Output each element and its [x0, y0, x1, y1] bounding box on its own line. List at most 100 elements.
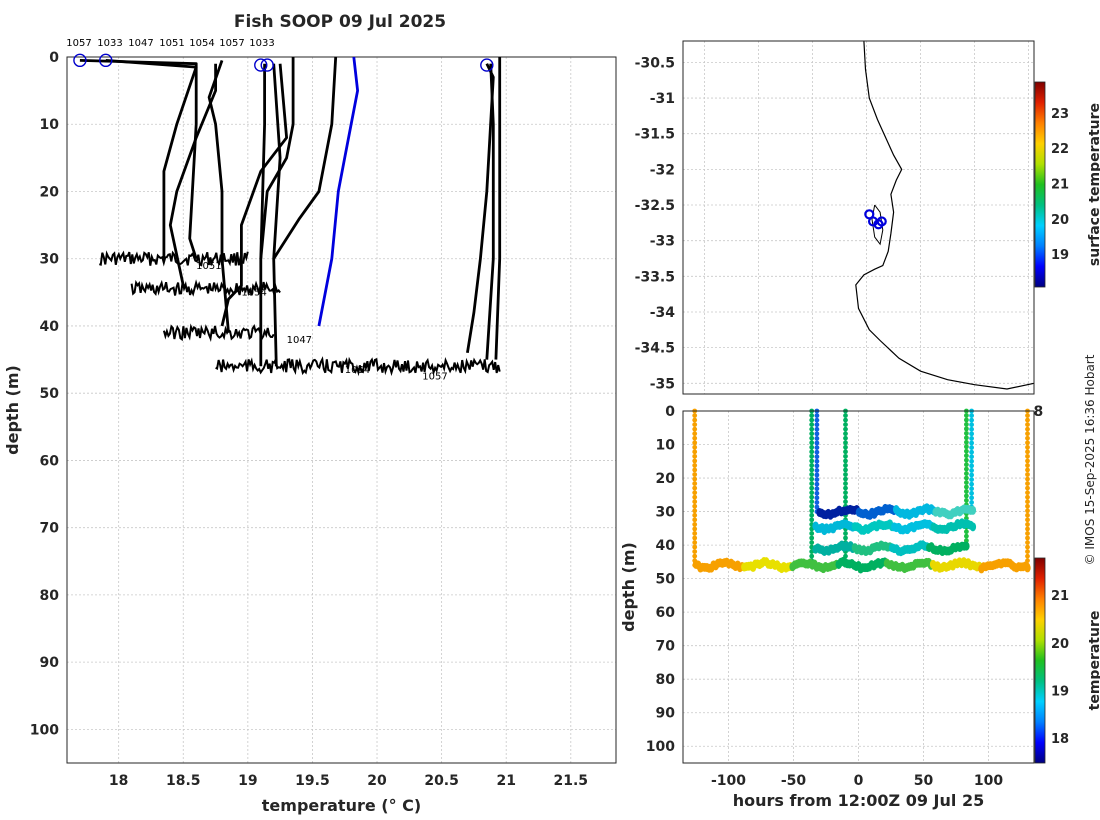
x-tick-label: 19: [238, 773, 257, 789]
section-dot: [814, 417, 820, 423]
section-y-tick-label: 0: [665, 404, 675, 420]
section-dot: [809, 494, 815, 500]
section-dot: [1025, 422, 1030, 428]
section-band-dot: [969, 522, 977, 532]
section-dot: [809, 413, 815, 418]
section-dot: [809, 499, 815, 505]
section-dot: [969, 413, 974, 418]
timeseries-panel: -100 -50 0 50 100 0 10 20 30 40 50 60 70 80 90 100 hours…: [619, 397, 1100, 810]
section-dot: [969, 486, 974, 492]
bottom-noise-band: [99, 250, 249, 267]
section-dot: [692, 517, 698, 523]
temperature-colorbar-tick-label: 20: [1051, 637, 1069, 652]
section-dot: [1025, 508, 1030, 514]
section-dot: [692, 413, 698, 418]
cast-id-label: 1057: [66, 38, 91, 49]
section-dot: [809, 476, 815, 482]
section-x-tick-label: -100: [711, 773, 746, 789]
surface-marker: [480, 58, 494, 72]
section-dot: [964, 462, 969, 468]
section-dot: [1025, 503, 1030, 509]
section-dot: [964, 489, 969, 494]
section-dot: [809, 431, 815, 437]
map-panel: -30.5 -31 -31.5 -32 -32.5 -33 -33.5 -34 -34.5 -35…: [635, 40, 1100, 420]
section-dot: [1025, 512, 1030, 518]
section-dot: [692, 449, 698, 455]
section-dot: [843, 413, 848, 418]
section-dot: [814, 468, 820, 473]
y-tick-label: 60: [40, 453, 60, 469]
surface-marker: [260, 58, 274, 72]
section-dot: [692, 521, 698, 527]
section-dot: [964, 448, 969, 454]
section-y-tick-label: 60: [656, 605, 676, 621]
section-dot: [692, 444, 698, 450]
section-dot: [969, 445, 974, 450]
cast-inline-label: 1047: [287, 335, 312, 346]
section-y-tick-label: 30: [656, 505, 676, 521]
copyright-text: © IMOS 15-Sep-2025 16:36 Hobart: [1083, 354, 1097, 565]
section-dot: [814, 436, 820, 441]
y-axis-label: depth (m): [3, 365, 22, 455]
profile-line: [259, 63, 267, 367]
section-dot: [1025, 494, 1030, 500]
section-dot: [969, 449, 974, 455]
section-dot: [692, 485, 698, 491]
section-dot: [843, 467, 848, 473]
section-dot: [814, 454, 820, 460]
section-dot: [809, 485, 815, 491]
map-y-tick-label: -34: [650, 305, 676, 321]
profile-line: [105, 59, 198, 259]
profile-line: [272, 56, 338, 260]
section-band-dot: [963, 541, 970, 551]
y-tick-label: 20: [40, 184, 60, 200]
section-dot: [814, 490, 820, 496]
x-tick-label: 18.5: [166, 773, 201, 789]
section-x-tick-label: 0: [854, 773, 864, 789]
temperature-colorbar-label: temperature: [1087, 611, 1100, 711]
section-dot: [969, 481, 974, 487]
cast-id-label: 1051: [159, 38, 184, 49]
cast-id-label: 1054: [189, 38, 214, 49]
section-dot: [1025, 481, 1030, 486]
section-dot: [843, 431, 848, 437]
y-tick-label: 90: [40, 655, 60, 671]
section-dot: [843, 476, 848, 482]
section-dot: [964, 422, 969, 427]
map-y-tick-label: -35: [650, 376, 675, 392]
section-dot: [964, 497, 969, 503]
profile-line: [79, 59, 198, 260]
section-dot: [692, 463, 698, 468]
section-dot: [692, 508, 698, 514]
section-dot: [964, 430, 969, 436]
section-dot: [814, 445, 820, 450]
section-dot: [809, 463, 815, 468]
map-y-tick-label: -33.5: [635, 269, 675, 285]
x-tick-label: 20: [367, 773, 387, 789]
section-y-tick-label: 40: [656, 538, 676, 554]
map-frame: [682, 40, 1035, 395]
bottom-noise-band: [215, 356, 501, 377]
bottom-noise-band: [162, 323, 275, 343]
section-dot: [692, 426, 698, 432]
section-dot: [964, 493, 969, 499]
surface-colorbar-tick-label: 22: [1051, 142, 1069, 157]
section-dot: [1025, 499, 1030, 505]
y-tick-label: 80: [40, 588, 60, 604]
surface-colorbar-label: surface temperature: [1087, 103, 1100, 266]
section-x-tick-label: 50: [914, 773, 934, 789]
section-band-dot: [969, 505, 977, 515]
section-dot: [692, 503, 698, 509]
cast-inline-label: 1057: [422, 372, 447, 383]
profile-line: [259, 57, 295, 259]
section-dot: [1025, 544, 1030, 550]
y-tick-label: 30: [40, 252, 60, 268]
section-dot: [1025, 540, 1030, 545]
section-x-tick-label: -50: [781, 773, 807, 789]
section-dot: [843, 444, 848, 450]
profile-line: [168, 63, 218, 286]
surface-colorbar-tick-label: 19: [1051, 248, 1069, 263]
section-dot: [1025, 417, 1030, 423]
map-y-tick-label: -33: [650, 234, 675, 250]
section-dot: [964, 417, 969, 423]
